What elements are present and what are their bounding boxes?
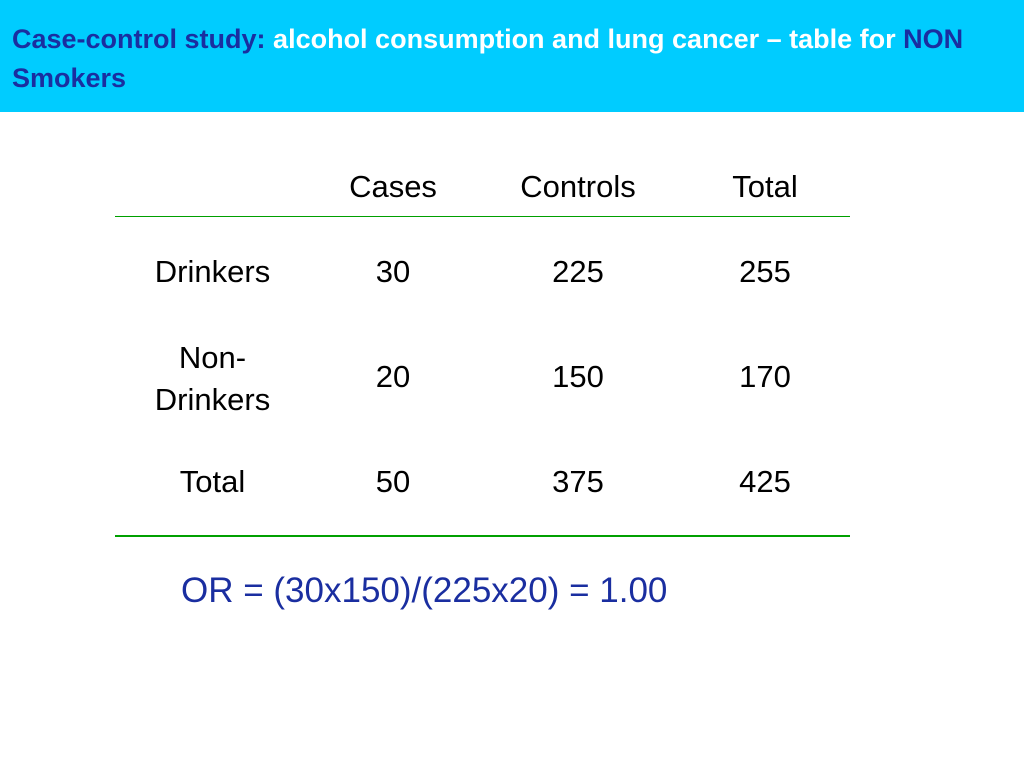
cell-non-drinkers-cases: 20 (375, 359, 411, 394)
table-bottom-rule (115, 535, 850, 537)
title-part-3: NON Smokers (12, 24, 964, 93)
title-part-1: Case-control study: (12, 24, 274, 54)
row-label-non-drinkers: Non- Drinkers (115, 337, 310, 421)
cell-non-drinkers-total: 170 (739, 359, 791, 394)
cell-non-drinkers-controls: 150 (552, 359, 604, 394)
slide-title: Case-control study: alcohol consumption … (12, 20, 1012, 98)
row-label-total: Total (179, 464, 246, 499)
cell-drinkers-cases: 30 (375, 254, 411, 289)
cell-total-total: 425 (739, 464, 791, 499)
cell-total-cases: 50 (375, 464, 411, 499)
header-controls: Controls (520, 169, 636, 204)
header-total: Total (732, 169, 798, 204)
title-part-2: alcohol consumption and lung cancer – ta… (273, 24, 904, 54)
cell-total-controls: 375 (552, 464, 604, 499)
row-label-non-drinkers-line2: Drinkers (154, 382, 271, 417)
table-top-rule (115, 216, 850, 217)
cell-drinkers-controls: 225 (552, 254, 604, 289)
row-label-drinkers: Drinkers (154, 254, 271, 289)
title-bar: Case-control study: alcohol consumption … (0, 0, 1024, 112)
cell-drinkers-total: 255 (739, 254, 791, 289)
row-label-non-drinkers-line1: Non- (178, 340, 247, 375)
odds-ratio-formula: OR = (30x150)/(225x20) = 1.00 (181, 571, 668, 610)
header-cases: Cases (349, 169, 437, 204)
